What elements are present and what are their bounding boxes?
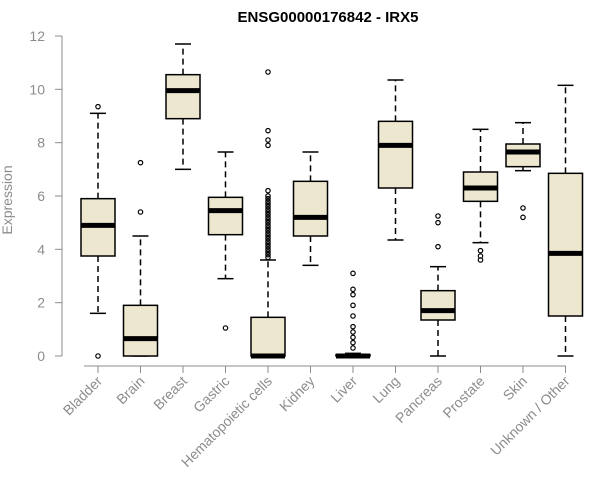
y-tick-label: 12	[29, 28, 45, 44]
box-group	[335, 270, 371, 359]
x-tick-label: Unknown / Other	[487, 373, 573, 459]
y-tick-label: 2	[37, 295, 45, 311]
outlier-point	[137, 159, 144, 166]
x-tick-label: Bladder	[60, 373, 106, 419]
outlier-point	[350, 270, 356, 277]
y-tick-label: 4	[37, 241, 45, 257]
x-tick-label: Pancreas	[392, 373, 445, 426]
outlier-point	[265, 195, 271, 202]
outlier-point	[222, 325, 229, 331]
iqr-box	[207, 196, 244, 236]
y-ticks: 0 2 4 6 8 10 12	[29, 28, 62, 364]
y-tick-label: 10	[29, 81, 45, 97]
box-group	[547, 84, 584, 357]
iqr-box	[505, 143, 541, 168]
outlier-point	[265, 230, 271, 237]
boxes	[80, 43, 584, 359]
outlier-point	[350, 323, 356, 330]
outlier-point	[477, 253, 484, 259]
outlier-point	[265, 69, 271, 75]
outlier-point	[265, 233, 271, 239]
outlier-point	[435, 243, 441, 250]
outlier-point	[477, 247, 484, 254]
y-tick-label: 0	[37, 348, 45, 364]
outlier-point	[265, 206, 271, 213]
x-tick-label: Lung	[369, 373, 402, 406]
outlier-point	[265, 187, 271, 194]
x-tick-label: Brain	[113, 373, 147, 407]
outlier-point	[265, 137, 271, 143]
outlier-point	[265, 219, 271, 226]
outlier-point	[265, 127, 271, 134]
x-tick-label: Kidney	[276, 373, 318, 415]
iqr-box	[122, 304, 159, 357]
outlier-point	[265, 222, 271, 229]
outlier-point	[520, 214, 526, 221]
iqr-box	[547, 172, 584, 317]
box-group	[207, 151, 244, 331]
outlier-point	[265, 209, 271, 215]
outlier-point	[265, 142, 271, 149]
x-tick-label: Prostate	[439, 373, 487, 421]
outlier-point	[265, 211, 271, 218]
outlier-point	[265, 203, 271, 210]
iqr-box	[292, 180, 329, 237]
outlier-point	[265, 193, 271, 199]
box-group	[80, 103, 116, 359]
box-group	[420, 213, 456, 357]
outlier-point	[265, 241, 271, 247]
outlier-point	[265, 201, 271, 207]
outlier-point	[350, 291, 356, 298]
x-tick-label: Skin	[500, 373, 531, 404]
box-group	[250, 69, 286, 359]
outlier-point	[520, 205, 526, 211]
outlier-point	[265, 198, 271, 205]
outlier-point	[265, 251, 271, 258]
outlier-point	[435, 219, 441, 226]
iqr-box	[165, 73, 201, 120]
iqr-box	[250, 316, 286, 357]
box-group	[462, 128, 499, 263]
outlier-point	[265, 235, 271, 242]
outlier-point	[350, 334, 356, 341]
outlier-point	[265, 227, 271, 234]
box-group	[505, 121, 541, 221]
outlier-point	[95, 353, 101, 359]
outlier-point	[265, 243, 271, 250]
outlier-point	[350, 345, 356, 351]
box-group	[377, 79, 414, 241]
outlier-point	[265, 238, 271, 245]
outlier-point	[265, 249, 271, 255]
outlier-point	[137, 209, 144, 215]
iqr-box	[420, 289, 456, 321]
outlier-point	[350, 313, 356, 319]
outlier-point	[265, 225, 271, 231]
iqr-box	[377, 120, 414, 189]
x-tick-label: Breast	[150, 373, 190, 413]
y-tick-label: 8	[37, 135, 45, 151]
box-group	[292, 151, 329, 267]
outlier-point	[350, 339, 356, 346]
box-group	[165, 43, 201, 171]
outlier-point	[265, 214, 271, 221]
outlier-point	[265, 254, 271, 261]
outlier-point	[350, 302, 356, 309]
y-tick-label: 6	[37, 188, 45, 204]
outlier-point	[350, 329, 356, 335]
outlier-point	[435, 213, 441, 219]
x-tick-label: Liver	[327, 373, 360, 406]
y-axis-label: Expression	[0, 165, 15, 234]
outlier-point	[265, 217, 271, 223]
outlier-point	[95, 103, 101, 110]
outlier-point	[265, 246, 271, 253]
chart-title: ENSG00000176842 - IRX5	[238, 9, 419, 26]
box-group	[122, 159, 159, 357]
outlier-point	[350, 286, 356, 293]
